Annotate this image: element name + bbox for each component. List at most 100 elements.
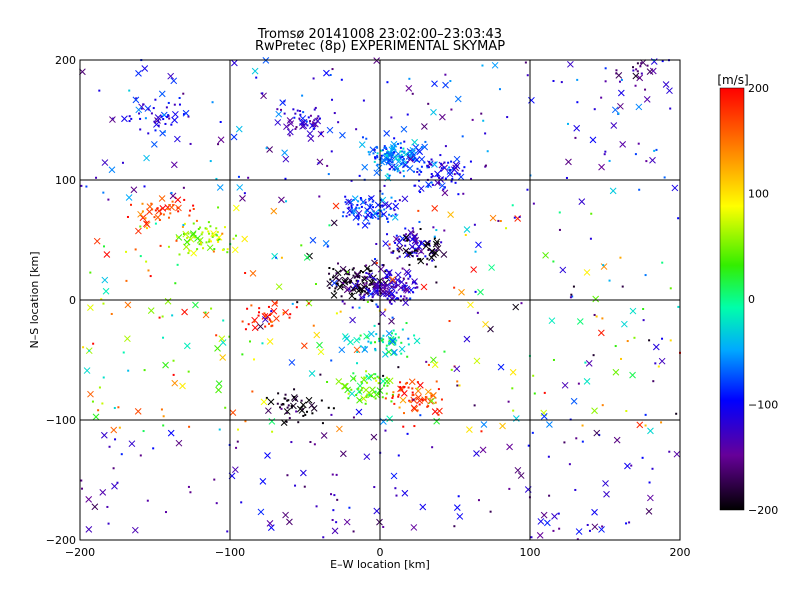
data-point-dot [372,277,375,280]
data-point-dot [394,343,397,346]
data-point-dot [398,250,401,253]
data-point-dot [375,262,378,265]
data-point-dot [293,116,296,119]
data-point-dot [176,263,179,266]
data-point-dot [330,413,333,416]
data-point-x [402,299,410,307]
data-point-dot [243,192,246,195]
data-point-dot [640,72,643,75]
data-point-dot [415,249,418,252]
data-point-dot [358,174,361,177]
data-point-dot [395,494,398,497]
data-point-dot [395,291,398,294]
data-point-dot [368,222,371,225]
data-point-dot [307,302,310,305]
data-point-dot [407,337,410,340]
data-point-dot [418,220,421,223]
data-point-dot [286,406,289,409]
data-point-x [109,116,116,123]
data-point-dot [380,339,383,342]
data-point-dot [641,456,644,459]
data-point-x [422,242,430,250]
data-point-dot [426,405,429,408]
data-point-dot [378,337,381,340]
data-point-dot [106,505,109,508]
data-point-dot [432,226,435,229]
data-point-dot [241,353,244,356]
data-point-dot [384,429,387,432]
data-point-x [183,238,191,246]
data-point-dot [375,285,378,288]
data-point-x [334,269,342,277]
data-point-dot [409,400,412,403]
data-point-dot [85,185,88,188]
data-point-x [671,184,679,192]
data-point-dot [383,184,386,187]
data-point-dot [388,342,391,345]
data-point-dot [414,286,417,289]
data-point-x [439,113,446,121]
data-point-dot [261,342,264,345]
data-point-dot [200,243,203,246]
data-point-dot [400,153,403,156]
data-point-dot [352,267,355,270]
data-point-x [408,378,416,386]
data-point-dot [367,289,370,292]
data-point-dot [357,387,360,390]
data-point-x [390,140,398,148]
data-point-dot [407,277,410,280]
data-point-x [87,390,94,398]
data-point-dot [302,111,305,114]
data-point-dot [340,78,343,81]
data-point-dot [391,396,394,399]
data-point-dot [548,494,551,497]
data-point-x [479,446,487,454]
data-point-dot [359,345,362,348]
data-point-x [399,396,407,404]
data-point-dot [669,339,672,342]
data-point-dot [416,381,419,384]
data-point-dot [398,199,401,202]
y-tick-label: 100 [55,174,76,187]
data-point-dot [341,300,344,303]
data-point-dot [170,123,173,126]
data-point-dot [360,198,363,201]
data-point-dot [644,88,647,91]
data-point-dot [213,478,216,481]
data-point-x [147,307,155,314]
data-point-x [410,524,418,531]
data-point-dot [440,167,443,170]
data-point-dot [469,160,472,163]
data-point-dot [380,198,383,201]
data-point-dot [427,183,430,186]
data-point-dot [332,268,335,271]
data-point-dot [235,234,238,237]
data-point-x [275,283,283,291]
data-point-x [348,390,356,398]
data-point-dot [187,232,190,235]
data-point-dot [299,110,302,113]
data-point-x [540,412,548,420]
data-point-dot [533,392,536,395]
data-point-dot [347,397,350,400]
data-point-x [400,389,408,397]
data-point-dot [413,251,416,254]
data-point-dot [244,328,247,331]
data-point-x [167,429,175,437]
data-point-dot [588,529,591,532]
data-point-x [405,85,413,92]
data-point-dot [313,443,316,446]
data-point-dot [417,258,420,261]
data-point-dot [244,271,247,274]
data-point-dot [192,204,195,207]
data-point-dot [322,536,325,539]
data-point-dot [355,128,358,131]
data-point-dot [280,108,283,111]
data-point-x [434,170,441,178]
data-point-dot [648,339,651,342]
data-point-dot [575,437,578,440]
data-point-dot [305,120,308,123]
data-point-x [358,141,366,148]
data-point-x [331,279,338,287]
data-point-x [361,275,368,283]
